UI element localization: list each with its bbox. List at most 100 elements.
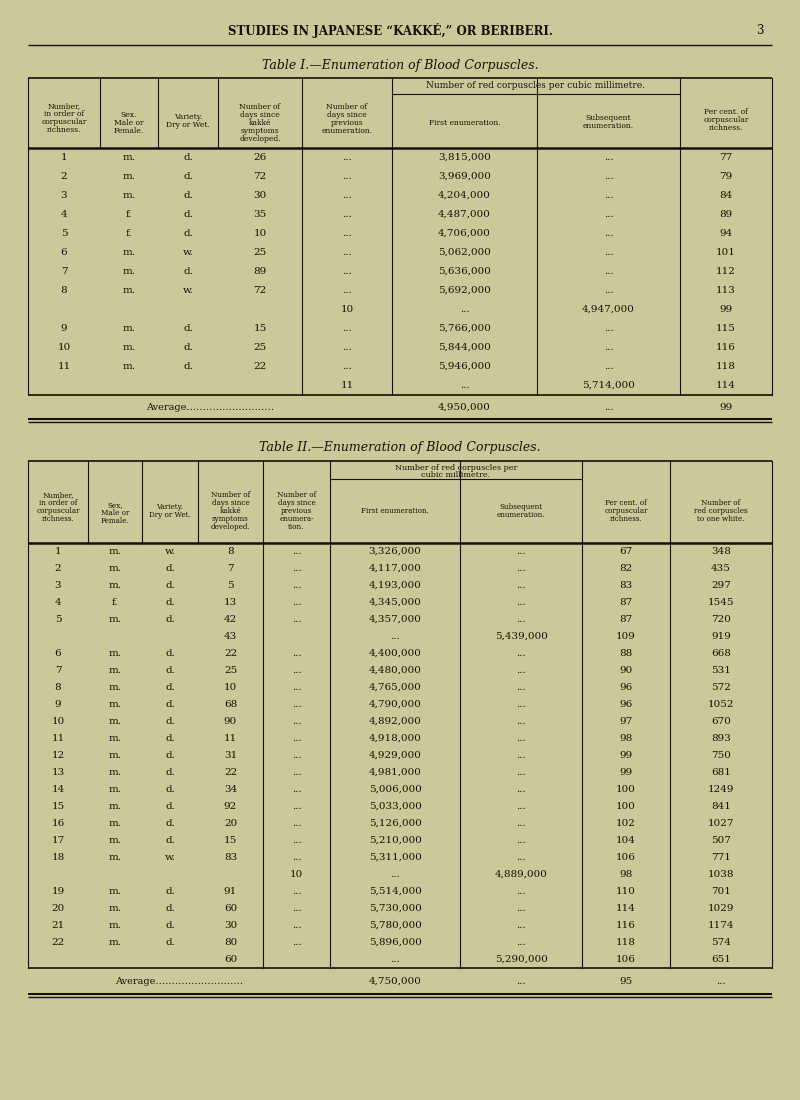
Text: 22: 22 [51,938,65,947]
Text: 99: 99 [619,768,633,777]
Text: m.: m. [109,564,122,573]
Text: d.: d. [165,683,175,692]
Text: m.: m. [122,343,135,352]
Text: 4,918,000: 4,918,000 [369,734,422,742]
Text: richness.: richness. [709,124,743,132]
Text: ...: ... [292,547,302,556]
Text: 10: 10 [254,229,266,238]
Text: m.: m. [122,362,135,371]
Text: d.: d. [165,564,175,573]
Text: 7: 7 [61,267,67,276]
Text: 110: 110 [616,887,636,896]
Text: 6: 6 [54,649,62,658]
Text: m.: m. [122,191,135,200]
Text: 101: 101 [716,248,736,257]
Text: 15: 15 [254,324,266,333]
Text: 16: 16 [51,820,65,828]
Text: 4,981,000: 4,981,000 [369,768,422,777]
Text: 22: 22 [254,362,266,371]
Text: in order of: in order of [44,110,84,118]
Text: 42: 42 [224,615,237,624]
Text: 89: 89 [719,210,733,219]
Text: ...: ... [292,820,302,828]
Text: 9: 9 [61,324,67,333]
Text: ...: ... [292,598,302,607]
Text: 1249: 1249 [708,785,734,794]
Text: 10: 10 [58,343,70,352]
Text: 83: 83 [224,852,237,862]
Text: m.: m. [122,248,135,257]
Text: d.: d. [165,598,175,607]
Text: 30: 30 [224,921,237,929]
Text: 9: 9 [54,700,62,710]
Text: 80: 80 [224,938,237,947]
Text: d.: d. [165,768,175,777]
Text: previous: previous [330,119,363,126]
Text: d.: d. [165,717,175,726]
Text: 7: 7 [227,564,234,573]
Text: ...: ... [292,852,302,862]
Text: 4,487,000: 4,487,000 [438,210,491,219]
Text: m.: m. [109,921,122,929]
Text: red corpuscles: red corpuscles [694,507,748,515]
Text: d.: d. [165,836,175,845]
Text: ...: ... [292,564,302,573]
Text: d.: d. [165,820,175,828]
Text: 841: 841 [711,802,731,811]
Text: ...: ... [292,666,302,675]
Text: 13: 13 [224,598,237,607]
Text: Per cent. of: Per cent. of [605,499,647,507]
Text: 5,033,000: 5,033,000 [369,802,422,811]
Text: Average………………………: Average……………………… [115,977,243,986]
Text: 4,929,000: 4,929,000 [369,751,422,760]
Text: 13: 13 [51,768,65,777]
Text: Variety.: Variety. [174,113,202,121]
Text: ...: ... [292,887,302,896]
Text: kakké: kakké [249,119,271,126]
Text: Male or: Male or [114,119,144,126]
Text: ...: ... [604,153,614,162]
Text: Female.: Female. [101,517,130,525]
Text: w.: w. [182,286,194,295]
Text: 2: 2 [54,564,62,573]
Text: 5,636,000: 5,636,000 [438,267,491,276]
Text: 8: 8 [54,683,62,692]
Text: m.: m. [109,615,122,624]
Text: 114: 114 [716,381,736,390]
Text: corpuscular: corpuscular [703,116,749,124]
Text: 60: 60 [224,955,237,964]
Text: days since: days since [278,499,315,507]
Text: 4,345,000: 4,345,000 [369,598,422,607]
Text: ...: ... [516,581,526,590]
Text: ...: ... [292,649,302,658]
Text: 4,947,000: 4,947,000 [582,305,635,314]
Text: ...: ... [292,768,302,777]
Text: 4,889,000: 4,889,000 [494,870,547,879]
Text: 1052: 1052 [708,700,734,710]
Text: 87: 87 [619,615,633,624]
Text: ...: ... [292,921,302,929]
Text: m.: m. [109,768,122,777]
Text: w.: w. [165,852,175,862]
Text: ...: ... [292,581,302,590]
Text: m.: m. [122,286,135,295]
Text: 99: 99 [719,305,733,314]
Text: ...: ... [342,362,352,371]
Text: 681: 681 [711,768,731,777]
Text: d.: d. [183,210,193,219]
Text: 18: 18 [51,852,65,862]
Text: 5,692,000: 5,692,000 [438,286,491,295]
Text: Table II.—Enumeration of Blood Corpuscles.: Table II.—Enumeration of Blood Corpuscle… [259,440,541,453]
Text: 31: 31 [224,751,237,760]
Text: Dry or Wet.: Dry or Wet. [166,121,210,129]
Text: w.: w. [165,547,175,556]
Text: m.: m. [109,581,122,590]
Text: 20: 20 [224,820,237,828]
Text: 83: 83 [619,581,633,590]
Text: 11: 11 [51,734,65,742]
Text: tion.: tion. [288,522,305,531]
Text: 90: 90 [619,666,633,675]
Text: ...: ... [516,751,526,760]
Text: First enumeration.: First enumeration. [429,119,500,126]
Text: 79: 79 [719,172,733,182]
